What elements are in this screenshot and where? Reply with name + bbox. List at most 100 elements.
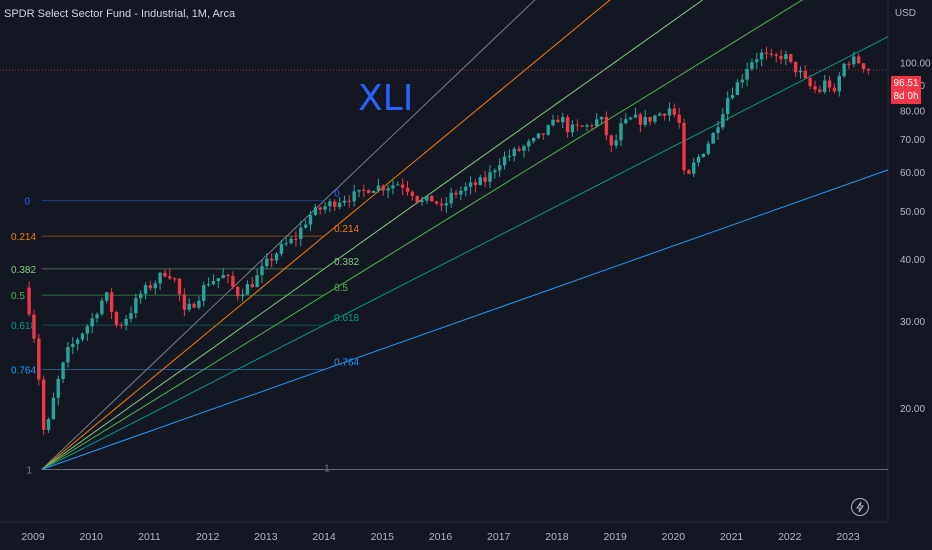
candle-body xyxy=(604,116,609,136)
x-tick-label: 2017 xyxy=(487,531,511,543)
candle-body xyxy=(803,70,808,79)
candle-body xyxy=(114,311,119,325)
candle-body xyxy=(172,278,177,280)
candle-body xyxy=(226,274,230,276)
candle-body xyxy=(473,182,478,185)
y-tick-label: 100.00 xyxy=(900,58,931,69)
candle-body xyxy=(143,285,148,294)
candle-body xyxy=(580,125,584,127)
candle-body xyxy=(425,195,429,201)
candle-body xyxy=(100,300,104,315)
candle-body xyxy=(823,80,827,92)
fib-level-label-left: 0.5 xyxy=(11,291,25,302)
candle-body xyxy=(415,196,419,203)
candle-body xyxy=(231,275,235,287)
last-price-tag: 96.51 8d 0h xyxy=(891,76,921,104)
candle-body xyxy=(318,207,322,210)
y-tick-label: 70.00 xyxy=(900,135,925,146)
candle-body xyxy=(716,127,720,133)
x-tick-label: 2011 xyxy=(138,531,161,543)
candle-body xyxy=(740,79,744,83)
candle-body xyxy=(434,201,439,204)
candle-body xyxy=(357,189,361,192)
candle-body xyxy=(289,238,293,244)
y-tick-label: 30.00 xyxy=(900,317,925,328)
candle-body xyxy=(371,190,376,194)
x-tick-label: 2014 xyxy=(312,531,336,543)
fib-level-label-left: 0.382 xyxy=(11,265,36,276)
candle-body xyxy=(478,177,482,185)
candle-body xyxy=(105,292,109,301)
currency-label: USD xyxy=(894,8,916,19)
candle-body xyxy=(90,318,94,327)
candle-body xyxy=(85,326,90,334)
candle-body xyxy=(138,293,143,299)
symbol-title[interactable]: SPDR Select Sector Fund - Industrial, 1M… xyxy=(4,8,236,20)
candle-body xyxy=(798,70,803,73)
candle-body xyxy=(842,63,846,77)
candle-body xyxy=(56,378,60,398)
x-tick-label: 2013 xyxy=(254,531,278,543)
candle-body xyxy=(80,333,85,340)
fib-level-label-right: 0.618 xyxy=(334,313,359,324)
fib-fan-ray xyxy=(41,0,536,470)
candle-body xyxy=(813,86,817,90)
candle-body xyxy=(721,114,725,128)
y-tick-label: 20.00 xyxy=(900,404,925,415)
candle-body xyxy=(37,338,41,380)
candle-body xyxy=(168,276,172,279)
candle-body xyxy=(260,266,264,276)
candle-body xyxy=(400,184,405,188)
candle-body xyxy=(687,170,691,174)
candle-body xyxy=(628,117,633,120)
candle-body xyxy=(396,184,400,186)
candle-body xyxy=(682,122,686,171)
candle-body xyxy=(546,125,550,135)
candle-body xyxy=(522,146,526,151)
candle-body xyxy=(32,314,36,339)
x-tick-label: 2020 xyxy=(662,531,686,543)
candle-body xyxy=(148,285,153,289)
x-tick-label: 2012 xyxy=(196,531,220,543)
candle-body xyxy=(614,140,618,146)
candle-body xyxy=(405,187,410,192)
candle-body xyxy=(313,207,318,215)
lightning-icon[interactable] xyxy=(851,498,869,516)
candle-body xyxy=(556,119,560,123)
candle-body xyxy=(66,347,70,363)
candle-body xyxy=(129,313,133,319)
candle-body xyxy=(202,285,206,301)
candle-body xyxy=(541,133,546,135)
candle-body xyxy=(774,54,778,56)
fib-level-label-right: 0.5 xyxy=(334,283,348,294)
candle-body xyxy=(633,114,638,118)
candle-body xyxy=(818,89,822,92)
candle-body xyxy=(672,108,677,115)
candle-body xyxy=(565,117,570,133)
candle-body xyxy=(861,63,866,69)
candle-body xyxy=(46,419,51,430)
candle-body xyxy=(711,132,715,144)
candle-body xyxy=(507,155,512,157)
candle-body xyxy=(206,284,211,286)
candle-body xyxy=(827,80,832,88)
candle-body xyxy=(575,124,580,126)
candle-body xyxy=(517,148,521,151)
candle-body xyxy=(701,153,706,157)
candle-body xyxy=(667,108,672,116)
candle-body xyxy=(177,278,182,295)
candle-body xyxy=(677,114,681,123)
candle-body xyxy=(391,185,395,189)
candle-body xyxy=(847,63,851,65)
candle-body xyxy=(279,243,284,254)
fib-level-label-right: 0.382 xyxy=(334,257,359,268)
candle-body xyxy=(41,379,46,430)
candle-body xyxy=(61,362,65,379)
fib-level-label-left: 1 xyxy=(26,466,32,477)
x-tick-label: 2021 xyxy=(720,531,744,543)
bar-countdown: 8d 0h xyxy=(893,91,919,102)
candle-body xyxy=(497,165,502,171)
candle-body xyxy=(706,143,710,154)
candle-body xyxy=(755,59,759,63)
